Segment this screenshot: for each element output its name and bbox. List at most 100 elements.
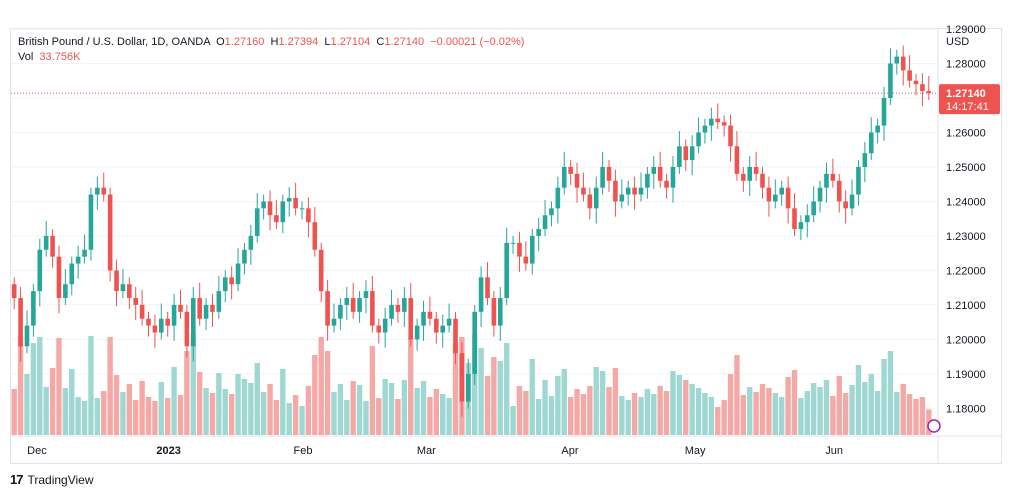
volume-bar	[555, 376, 561, 435]
volume-bar	[363, 401, 369, 435]
volume-bar	[644, 389, 651, 435]
candle-body	[670, 166, 676, 188]
volume-bar	[478, 348, 484, 435]
volume-bar	[216, 373, 222, 435]
volume-bar	[868, 374, 874, 435]
candle-body	[203, 304, 209, 319]
candle-body	[158, 318, 164, 333]
volume-bar	[491, 357, 497, 435]
open-label: O	[216, 36, 225, 48]
volume-bar	[382, 379, 388, 435]
footer: 17 TradingView	[10, 472, 94, 487]
candle-body	[408, 298, 414, 340]
volume-bar	[107, 337, 113, 435]
volume-bar	[785, 377, 791, 435]
candle-body	[760, 173, 765, 188]
volume-bar	[196, 372, 203, 435]
candle-body	[824, 173, 829, 188]
candle-body	[766, 187, 772, 202]
candle-body	[274, 215, 279, 223]
tradingview-logo-icon[interactable]: 17	[10, 472, 24, 487]
volume-bar	[395, 399, 401, 435]
y-tick-label: 1.25000	[946, 162, 986, 174]
volume-bar	[152, 401, 158, 435]
volume-bar	[663, 391, 670, 435]
candle-body	[127, 284, 132, 299]
candle-body	[728, 125, 733, 147]
volume-bar	[49, 368, 56, 435]
candle-body	[894, 56, 900, 64]
candle-body	[427, 311, 433, 319]
candle-body	[152, 325, 158, 333]
volume-bar	[113, 375, 120, 435]
volume-bar	[919, 397, 926, 435]
volume-bar	[350, 381, 356, 435]
volume-bar	[331, 392, 337, 435]
candle-body	[197, 298, 202, 319]
volume-bar	[747, 387, 753, 435]
volume-bar	[203, 388, 209, 435]
candle-body	[843, 201, 848, 209]
volume-bar	[158, 382, 164, 435]
candle-body	[734, 146, 740, 174]
candle-body	[357, 298, 362, 312]
volume-bar	[344, 400, 350, 435]
change-value: −0.00021 (−0.02%)	[430, 36, 525, 48]
volume-bar	[740, 395, 747, 435]
candle-body	[606, 166, 612, 181]
volume-bar	[427, 397, 433, 435]
volume-bar	[484, 376, 491, 435]
volume-bar	[791, 370, 798, 435]
volume-bar	[139, 381, 145, 435]
volume-bar	[414, 388, 420, 435]
volume-bar	[657, 386, 663, 435]
candle-body	[267, 201, 273, 216]
volume-bar	[241, 379, 248, 435]
candle-body	[568, 166, 573, 174]
x-tick-label: Dec	[27, 445, 47, 457]
volume-bar	[849, 385, 855, 435]
candle-body	[638, 187, 644, 195]
volume-bar	[567, 397, 574, 435]
volume-bar	[94, 398, 101, 435]
candle-body	[836, 180, 842, 202]
symbol-title[interactable]: British Pound / U.S. Dollar, 1D, OANDA	[18, 36, 210, 48]
volume-bar	[548, 396, 555, 435]
candle-body	[817, 187, 823, 202]
candle-body	[677, 146, 682, 167]
volume-bar	[248, 383, 254, 435]
candle-body	[382, 318, 388, 333]
candle-body	[574, 173, 580, 188]
volume-bar	[369, 346, 376, 435]
x-tick-label: May	[685, 445, 706, 457]
candle-body	[43, 235, 49, 250]
volume-bar	[452, 343, 459, 435]
volume-bar	[651, 394, 657, 435]
candle-body	[600, 166, 605, 188]
candle-body	[446, 318, 452, 326]
volume-bar	[376, 398, 382, 435]
candle-body	[402, 298, 407, 312]
candle-body	[24, 325, 30, 347]
candle-body	[645, 173, 650, 188]
candle-body	[619, 194, 625, 202]
volume-bar	[779, 397, 785, 435]
candle-body	[804, 215, 810, 223]
volume-bar	[126, 384, 133, 435]
candle-body	[472, 311, 478, 374]
volume-bar	[401, 380, 408, 435]
candle-body	[702, 125, 708, 133]
volume-bar	[324, 351, 331, 435]
candle-body	[184, 311, 190, 347]
volume-bar	[24, 374, 30, 435]
volume-bar	[171, 367, 177, 435]
candle-body	[689, 146, 695, 161]
candle-body	[210, 304, 215, 312]
brand-name[interactable]: TradingView	[27, 472, 94, 487]
candle-body	[555, 187, 561, 209]
candle-body	[190, 298, 196, 347]
candle-body	[331, 318, 337, 326]
candle-body	[344, 298, 350, 305]
candle-body	[114, 270, 119, 292]
